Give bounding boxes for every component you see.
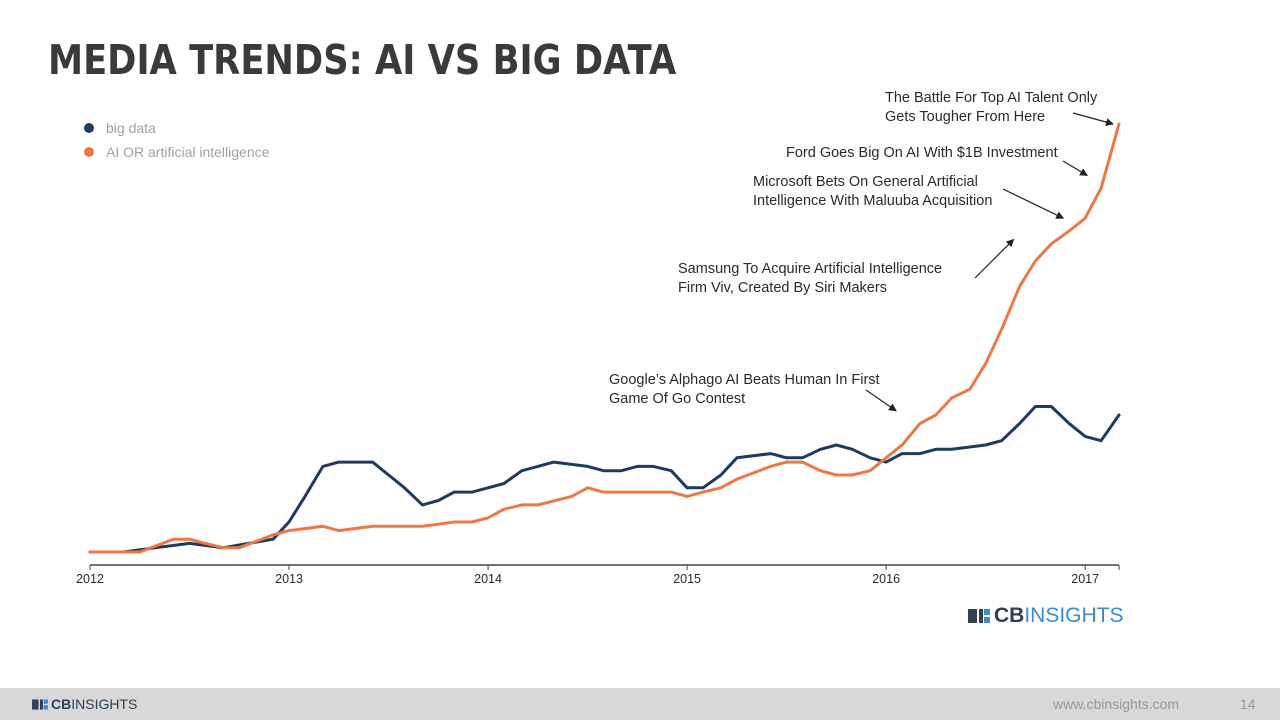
legend-dot-ai xyxy=(84,147,94,157)
annotation-arrow xyxy=(865,389,897,412)
annotation-arrow xyxy=(1072,112,1114,127)
annotation-4: Samsung To Acquire Artificial Intelligen… xyxy=(678,238,1015,296)
annotation-1: The Battle For Top AI Talent Only Gets To… xyxy=(885,90,1114,127)
footer-cb-insights-logo: CBINSIGHTS xyxy=(32,696,137,712)
legend-label-ai: AI OR artificial intelligence xyxy=(106,144,270,160)
cb-logo-insights: INSIGHTS xyxy=(1024,604,1124,627)
legend-item-big-data: big data xyxy=(84,116,269,140)
annotation-text: Microsoft Bets On General Artificial xyxy=(753,174,978,190)
annotation-text: Intelligence With Maluuba Acquisition xyxy=(753,193,992,209)
chart-legend: big data AI OR artificial intelligence xyxy=(84,116,269,164)
footer-cb-logo-text: CBINSIGHTS xyxy=(51,696,137,712)
annotation-arrow xyxy=(1062,160,1088,176)
cb-logo-text: CBINSIGHTS xyxy=(994,604,1124,628)
annotation-arrow xyxy=(974,238,1015,279)
footer-cb-logo-icon xyxy=(32,698,48,710)
page-title: MEDIA TRENDS: AI VS BIG DATA xyxy=(48,36,677,84)
x-tick-label: 2016 xyxy=(872,572,900,586)
annotation-5: Google’s Alphago AI Beats Human In First… xyxy=(609,372,897,412)
x-tick-label: 2013 xyxy=(275,572,303,586)
cb-logo-icon xyxy=(968,609,990,623)
footer-logo-insights: INSIGHTS xyxy=(71,696,138,712)
annotation-arrow xyxy=(1002,188,1065,219)
x-tick-label: 2012 xyxy=(76,572,104,586)
annotation-text: Firm Viv, Created By Siri Makers xyxy=(678,280,887,296)
footer-logo-cb: CB xyxy=(51,696,72,712)
series-line-ai xyxy=(88,122,1121,554)
series-line-big-data xyxy=(88,405,1121,554)
cb-logo-cb: CB xyxy=(994,604,1025,627)
page-number: 14 xyxy=(1240,696,1256,712)
footer-url[interactable]: www.cbinsights.com xyxy=(1053,696,1180,712)
annotation-text: Google’s Alphago AI Beats Human In First xyxy=(609,372,880,388)
legend-label-big-data: big data xyxy=(106,120,156,136)
annotation-text: Gets Tougher From Here xyxy=(885,109,1045,125)
annotation-3: Microsoft Bets On General Artificial Inte… xyxy=(753,174,1065,219)
legend-dot-big-data xyxy=(84,123,94,133)
annotation-text: Samsung To Acquire Artificial Intelligen… xyxy=(678,261,942,277)
cb-insights-logo: CBINSIGHTS xyxy=(968,604,1124,628)
x-tick-label: 2015 xyxy=(673,572,701,586)
annotation-2: Ford Goes Big On AI With $1B Investment xyxy=(786,145,1088,176)
annotation-text: Ford Goes Big On AI With $1B Investment xyxy=(786,145,1058,161)
annotation-text: The Battle For Top AI Talent Only xyxy=(885,90,1098,106)
x-tick-label: 2017 xyxy=(1071,572,1099,586)
annotation-text: Game Of Go Contest xyxy=(609,391,745,407)
footer-bar: CBINSIGHTS www.cbinsights.com 14 xyxy=(0,688,1280,720)
legend-item-ai: AI OR artificial intelligence xyxy=(84,140,269,164)
x-tick-label: 2014 xyxy=(474,572,502,586)
line-chart: 2012 2013 2014 2015 2016 2017 The Battle For … xyxy=(76,90,1121,586)
